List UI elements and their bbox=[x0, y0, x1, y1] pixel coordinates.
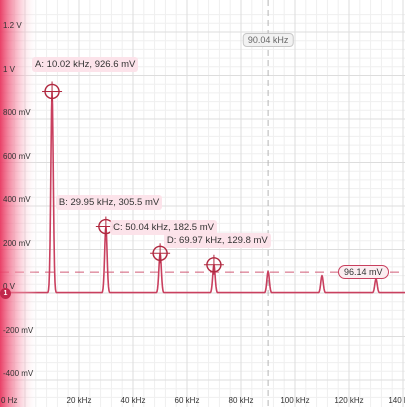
level-value-badge[interactable]: 96.14 mV bbox=[338, 265, 389, 280]
peak-marker-d[interactable] bbox=[203, 254, 224, 275]
y-tick-label: 600 mV bbox=[3, 151, 31, 161]
peak-markers[interactable] bbox=[42, 81, 224, 275]
marker-label-c[interactable]: C: 50.04 kHz, 182.5 mV bbox=[110, 220, 217, 236]
marker-label-b[interactable]: B: 29.95 kHz, 305.5 mV bbox=[55, 194, 163, 210]
x-tick-label: 120 kHz bbox=[334, 396, 364, 405]
spectrum-trace bbox=[0, 90, 405, 294]
x-tick-label: 0 Hz bbox=[1, 396, 18, 405]
y-tick-label: 1.2 V bbox=[3, 21, 22, 30]
peak-marker-a[interactable] bbox=[42, 81, 63, 102]
x-tick-label: 40 kHz bbox=[120, 396, 146, 405]
spectrum-trace-line bbox=[0, 90, 405, 294]
y-tick-label: -400 mV bbox=[3, 369, 34, 378]
y-tick-label: 0 V bbox=[3, 282, 16, 291]
y-tick-label: 400 mV bbox=[3, 195, 31, 204]
edge-fade bbox=[0, 0, 38, 407]
x-tick-label: 140 kHz bbox=[388, 396, 405, 405]
x-tick-label: 100 kHz bbox=[280, 396, 310, 405]
y-tick-label: -200 mV bbox=[3, 325, 34, 335]
y-tick-label: 200 mV bbox=[3, 238, 31, 248]
x-tick-label: 80 kHz bbox=[228, 396, 254, 405]
x-tick-label: 60 kHz bbox=[174, 396, 200, 405]
marker-label-a[interactable]: A: 10.02 kHz, 926.6 mV bbox=[32, 57, 139, 73]
cursor-frequency-badge[interactable]: 90.04 kHz bbox=[242, 33, 294, 47]
peak-marker-c[interactable] bbox=[150, 243, 171, 264]
channel-ground-marker[interactable]: 1 bbox=[0, 287, 11, 299]
y-tick-label: 1 V bbox=[3, 64, 16, 74]
y-tick-label: 800 mV bbox=[3, 108, 31, 117]
marker-label-d[interactable]: D: 69.97 kHz, 129.8 mV bbox=[163, 232, 271, 248]
x-tick-label: 20 kHz bbox=[66, 396, 92, 405]
